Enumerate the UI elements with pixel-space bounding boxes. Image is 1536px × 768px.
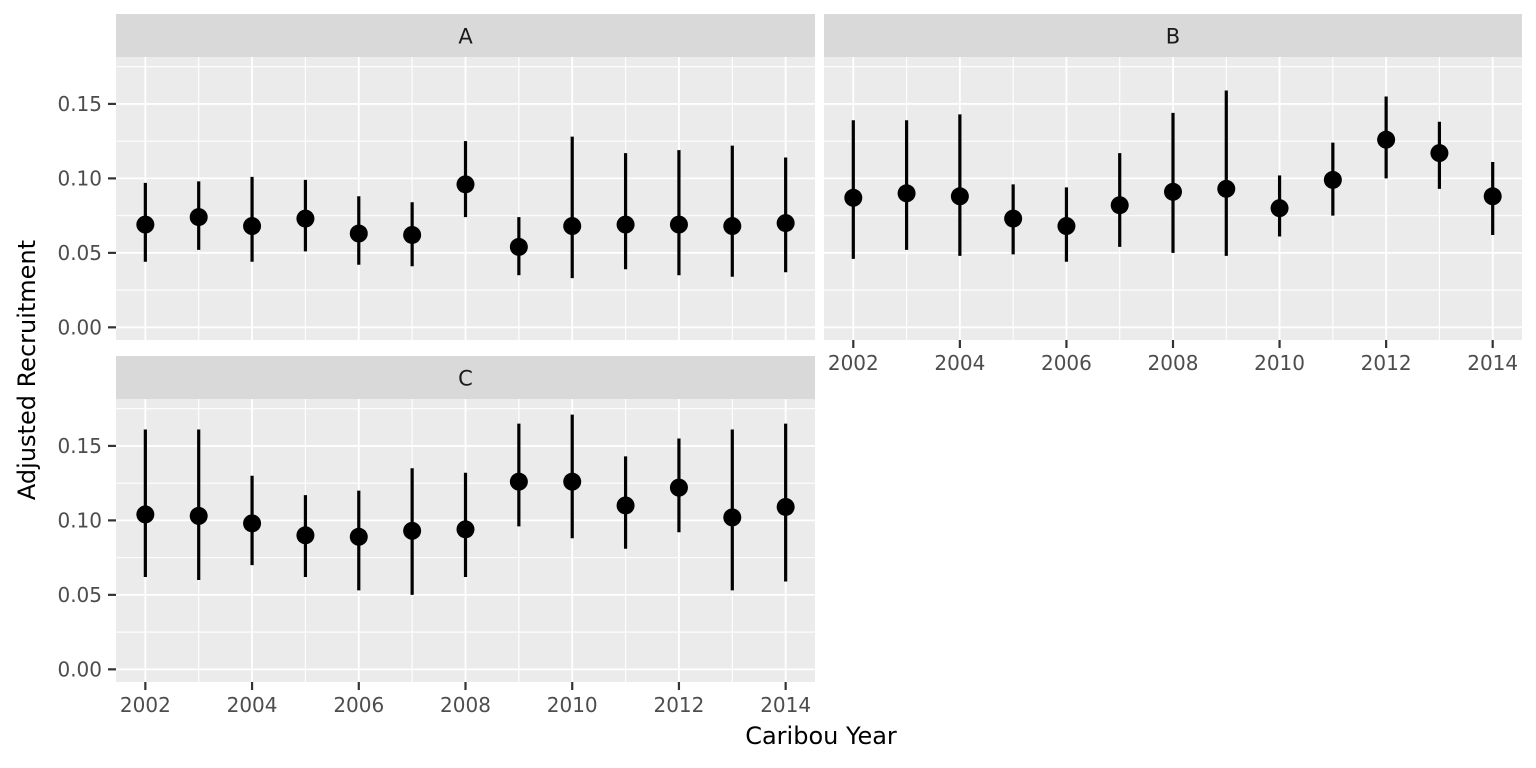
x-tick-label: 2010	[1254, 351, 1305, 375]
data-point	[136, 505, 155, 524]
y-axis-title: Adjusted Recruitment	[13, 239, 41, 501]
data-point	[243, 217, 262, 236]
data-point	[296, 209, 315, 228]
data-point	[563, 217, 582, 236]
y-tick-label: 0.10	[57, 508, 102, 532]
data-point	[723, 508, 742, 527]
data-point	[723, 217, 742, 236]
data-point	[1217, 179, 1236, 198]
data-point	[456, 520, 475, 539]
x-tick-label: 2006	[1041, 351, 1092, 375]
x-tick-label: 2008	[440, 693, 491, 717]
data-point	[616, 496, 635, 515]
x-axis-title: Caribou Year	[745, 722, 897, 750]
data-point	[189, 506, 208, 525]
y-tick-label: 0.05	[57, 583, 102, 607]
y-tick-label: 0.15	[57, 92, 102, 116]
x-tick-label: 2014	[760, 693, 811, 717]
data-point	[1483, 187, 1502, 206]
y-tick-label: 0.15	[57, 434, 102, 458]
data-point	[403, 521, 422, 540]
data-point	[243, 514, 262, 533]
data-point	[669, 478, 688, 497]
y-tick-label: 0.00	[57, 657, 102, 681]
data-point	[189, 208, 208, 227]
x-tick-label: 2002	[120, 693, 171, 717]
data-point	[776, 497, 795, 516]
x-tick-label: 2010	[547, 693, 598, 717]
data-point	[1110, 196, 1129, 215]
data-point	[669, 215, 688, 234]
data-point	[1057, 217, 1076, 236]
data-point	[1270, 199, 1289, 218]
data-point	[1323, 170, 1342, 189]
data-point	[136, 215, 155, 234]
x-tick-label: 2002	[828, 351, 879, 375]
data-point	[1377, 130, 1396, 149]
facet-strip-label-C: C	[458, 367, 473, 391]
data-point	[403, 225, 422, 244]
data-point	[844, 188, 863, 207]
y-tick-label: 0.00	[57, 315, 102, 339]
data-point	[509, 237, 528, 256]
data-point	[349, 527, 368, 546]
data-point	[1430, 144, 1449, 163]
data-point	[616, 215, 635, 234]
y-tick-label: 0.10	[57, 166, 102, 190]
data-point	[776, 214, 795, 233]
data-point	[1164, 182, 1182, 201]
x-tick-label: 2006	[333, 693, 384, 717]
facet-strip-label-B: B	[1166, 25, 1180, 49]
data-point	[509, 472, 528, 491]
data-point	[563, 472, 582, 491]
facet-strip-A	[116, 14, 815, 57]
data-point	[950, 187, 969, 206]
data-point	[897, 184, 916, 203]
facet-strip-C	[116, 356, 815, 399]
x-tick-label: 2014	[1467, 351, 1518, 375]
data-point	[296, 526, 315, 545]
y-tick-label: 0.05	[57, 241, 102, 265]
x-tick-label: 2012	[1361, 351, 1412, 375]
x-tick-label: 2004	[227, 693, 278, 717]
x-tick-label: 2012	[653, 693, 704, 717]
facet-strip-B	[824, 14, 1522, 57]
data-point	[349, 224, 368, 243]
data-point	[456, 175, 475, 194]
x-tick-label: 2008	[1148, 351, 1199, 375]
facet-strip-label-A: A	[458, 25, 473, 49]
x-tick-label: 2004	[934, 351, 985, 375]
data-point	[1004, 209, 1023, 228]
